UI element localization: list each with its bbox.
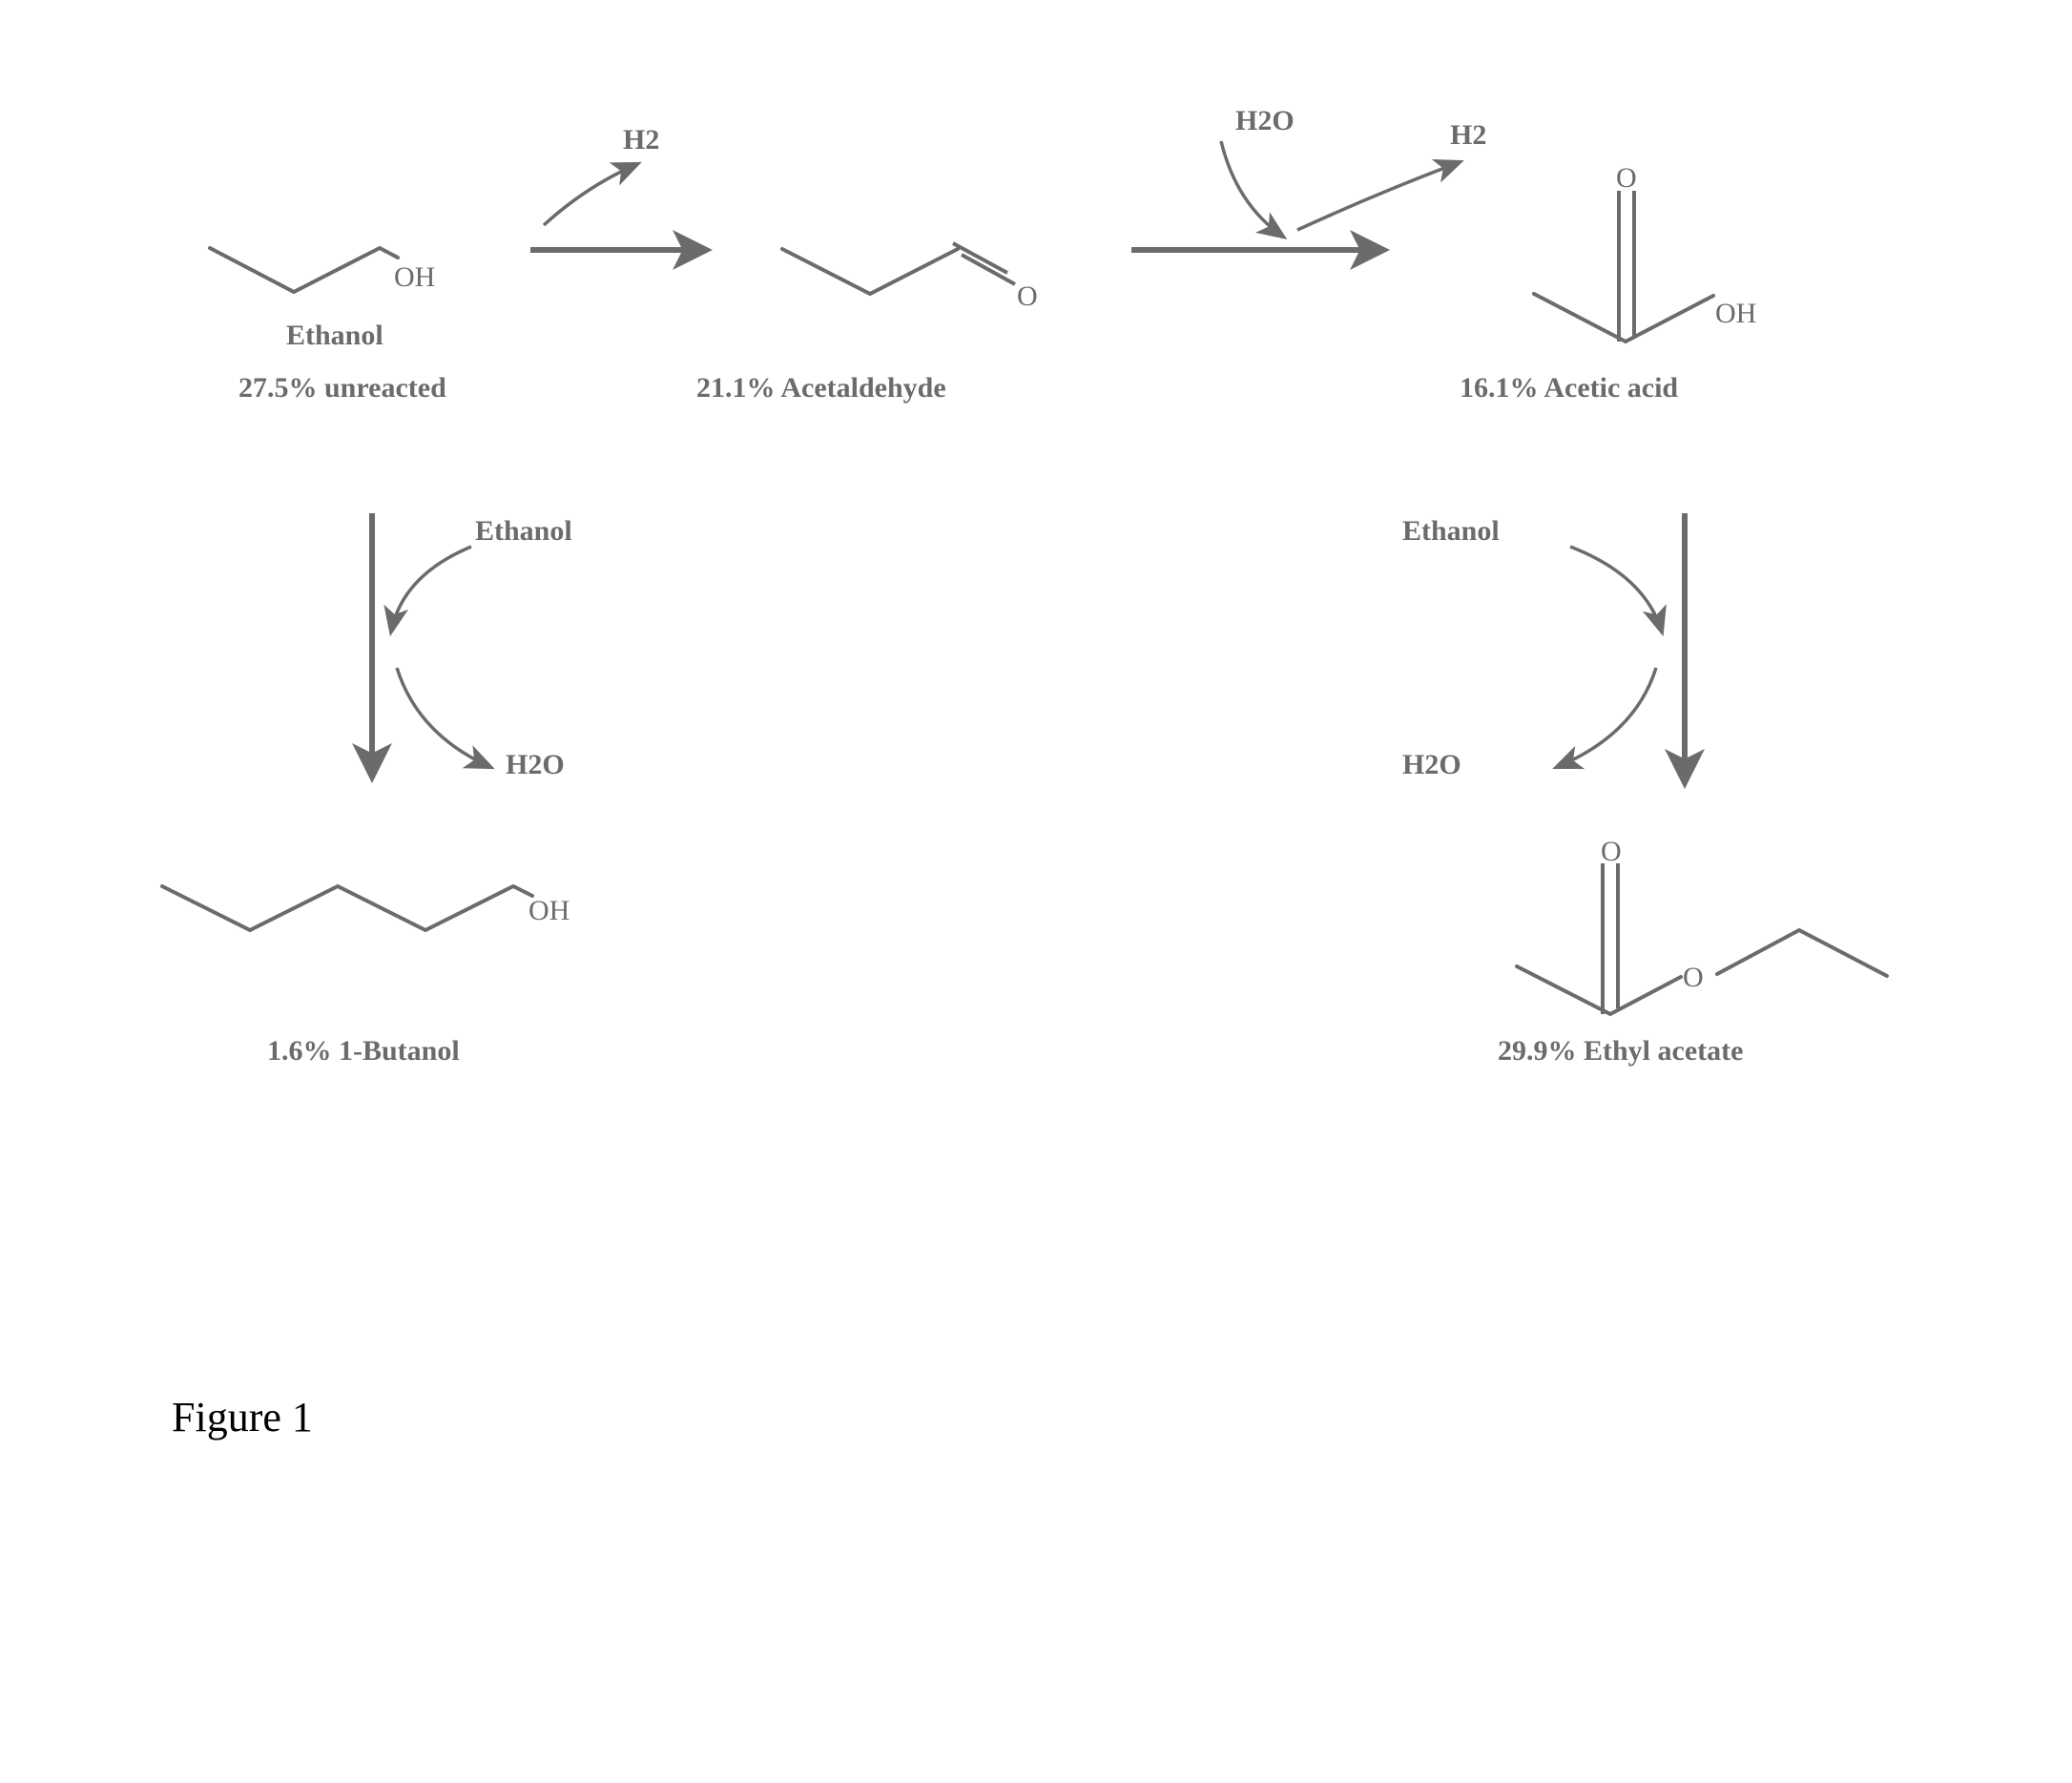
acetic-skeleton (1534, 294, 1713, 342)
ethanol-name-label: Ethanol (286, 320, 383, 352)
ethyl-acetate-skeleton-left (1517, 966, 1681, 1014)
ethanol-side-right-label: Ethanol (1402, 515, 1500, 548)
h2o-top-mid-label: H2O (1235, 105, 1295, 137)
butanol-skeleton (162, 886, 532, 930)
butanol-pct-label: 1.6% 1-Butanol (267, 1035, 460, 1068)
ethanol-side-left-label: Ethanol (475, 515, 572, 548)
acetic-acid-pct-label: 16.1% Acetic acid (1460, 372, 1678, 404)
h2-top-left-label: H2 (623, 124, 659, 156)
ethanol-oh-atom: OH (394, 261, 435, 293)
curve-ethanol-in-left (391, 547, 471, 632)
curve-ethanol-in-right (1570, 547, 1662, 632)
acetaldehyde-dbl1 (962, 255, 1015, 284)
butanol-oh-atom: OH (528, 895, 570, 926)
h2-top-right-label: H2 (1450, 119, 1486, 152)
figure-canvas: OH O O OH OH O O Ethanol 27.5% unreacted… (0, 0, 2072, 1783)
acetaldehyde-skeleton (782, 249, 958, 294)
reaction-scheme-svg: OH O O OH OH O O (0, 0, 2072, 1783)
acetaldehyde-pct-label: 21.1% Acetaldehyde (696, 372, 946, 404)
curve-h2-out-left (544, 164, 637, 225)
curve-h2o-out-left (397, 668, 490, 767)
curve-h2o-out-right (1557, 668, 1656, 767)
acetic-o-top-atom: O (1616, 162, 1637, 194)
ethanol-skeleton (210, 248, 398, 292)
ethanol-pct-label: 27.5% unreacted (238, 372, 446, 404)
ethyl-acetate-pct-label: 29.9% Ethyl acetate (1498, 1035, 1743, 1068)
acetaldehyde-dbl2 (953, 243, 1007, 273)
figure-caption: Figure 1 (172, 1393, 313, 1441)
h2o-side-left-label: H2O (506, 749, 565, 781)
curve-h2-out-right (1297, 162, 1460, 230)
acetaldehyde-o-atom: O (1017, 280, 1038, 312)
h2o-side-right-label: H2O (1402, 749, 1461, 781)
ethyl-acetate-o-top-atom: O (1601, 836, 1622, 867)
curve-h2o-in (1221, 141, 1283, 237)
ethyl-acetate-o-mid-atom: O (1683, 962, 1704, 993)
acetic-oh-atom: OH (1715, 298, 1756, 329)
ethyl-acetate-skeleton-right (1717, 930, 1887, 976)
